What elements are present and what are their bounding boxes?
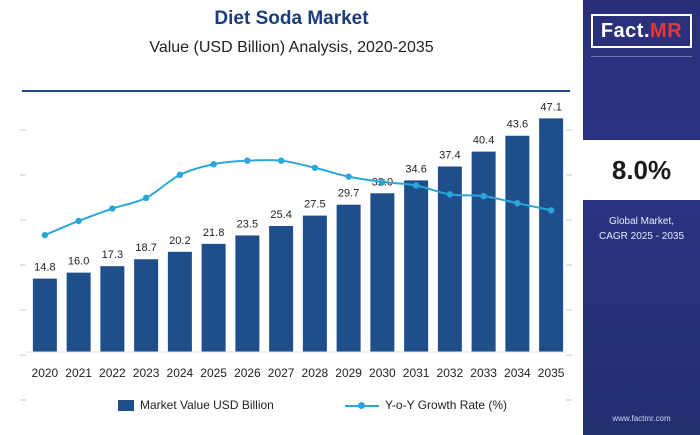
bar-2033 <box>471 151 496 352</box>
x-label-2025: 2025 <box>200 366 227 380</box>
x-label-2023: 2023 <box>133 366 160 380</box>
x-label-2026: 2026 <box>234 366 261 380</box>
bar-2022 <box>100 266 125 352</box>
growth-line-series <box>41 157 555 239</box>
growth-point-2023 <box>142 194 150 202</box>
growth-point-2031 <box>412 182 420 189</box>
growth-point-2026 <box>244 157 251 164</box>
x-label-2033: 2033 <box>470 366 497 380</box>
legend-item-growth-rate: Y-o-Y Growth Rate (%) <box>345 398 507 412</box>
chart-canvas: 14.8 16.0 17.3 18.7 20.2 21.8 23.5 25.4 27.5 29.7… <box>20 101 572 401</box>
growth-point-2027 <box>277 157 285 164</box>
legend-line-label: Y-o-Y Growth Rate (%) <box>385 398 508 412</box>
left-axis-ticks <box>20 129 26 401</box>
bar-value-label-2026: 23.5 <box>237 218 258 230</box>
bar-value-label-2032: 37.4 <box>439 149 460 161</box>
bar-value-label-2028: 27.5 <box>304 199 325 211</box>
x-label-2020: 2020 <box>32 366 59 380</box>
x-label-2034: 2034 <box>504 366 531 380</box>
cagr-label-line1: Global Market, <box>608 216 675 227</box>
bar-value-label-2021: 16.0 <box>68 256 89 268</box>
legend-item-market-value: Market Value USD Billion <box>118 398 274 412</box>
legend-bar-label: Market Value USD Billion <box>140 398 274 412</box>
x-label-2029: 2029 <box>335 366 362 380</box>
bar-value-label-2020: 14.8 <box>34 262 55 274</box>
legend-bar-swatch <box>118 399 134 411</box>
bar-2027 <box>269 226 294 352</box>
bar-value-label-2024: 20.2 <box>169 235 190 247</box>
bar-2028 <box>302 215 327 352</box>
bar-2021 <box>66 272 91 352</box>
bar-value-label-2035: 47.1 <box>540 101 561 113</box>
growth-point-2032 <box>446 191 454 198</box>
bar-value-label-2029: 29.7 <box>338 188 359 200</box>
cagr-label-line2: CAGR 2025 - 2035 <box>598 231 685 242</box>
legend-line-swatch <box>345 400 379 411</box>
x-axis-labels: 2020 2021 2022 2023 2024 2025 2026 2027 2028 2029… <box>26 351 566 380</box>
growth-point-2024 <box>176 171 184 179</box>
sidebar-panel: Fact. MR 8.0% Global Market, CAGR 2025 - … <box>583 0 700 435</box>
x-label-2024: 2024 <box>167 366 194 380</box>
bar-2031 <box>404 180 429 352</box>
cagr-label: Global Market, CAGR 2025 - 2035 <box>583 214 700 244</box>
logo-main-text: Fact. <box>600 19 651 42</box>
bar-2035 <box>539 118 564 352</box>
growth-line-path <box>44 159 552 237</box>
growth-point-2035 <box>547 207 555 214</box>
x-label-2021: 2021 <box>65 366 92 380</box>
bar-value-label-2033: 40.4 <box>473 135 494 147</box>
x-label-2032: 2032 <box>437 366 464 380</box>
bar-2024 <box>167 251 192 352</box>
bar-2026 <box>235 235 260 352</box>
bar-2025 <box>201 243 226 352</box>
x-label-2030: 2030 <box>369 366 396 380</box>
growth-point-2020 <box>41 231 49 239</box>
growth-point-2022 <box>109 205 116 212</box>
bar-value-label-2025: 21.8 <box>203 227 224 239</box>
growth-point-2033 <box>480 192 487 200</box>
growth-point-2034 <box>514 200 521 207</box>
logo-accent-text: MR <box>650 19 683 42</box>
growth-point-2028 <box>311 164 319 171</box>
x-label-2035: 2035 <box>538 366 565 380</box>
cagr-value-box: 8.0% <box>583 140 700 200</box>
right-axis-ticks <box>566 129 572 401</box>
growth-point-2025 <box>210 161 217 168</box>
bar-value-labels: 14.8 16.0 17.3 18.7 20.2 21.8 23.5 25.4 27.5 29.7… <box>34 101 562 273</box>
chart-title: Diet Soda Market <box>214 8 369 29</box>
bar-2034 <box>505 135 530 352</box>
legend: Market Value USD Billion Y-o-Y Growth Ra… <box>0 398 583 416</box>
chart-subtitle: Value (USD Billion) Analysis, 2020-2035 <box>149 39 434 56</box>
bar-2020 <box>32 278 57 352</box>
bar-value-label-2031: 34.6 <box>405 163 426 175</box>
bar-value-label-2022: 17.3 <box>102 249 123 261</box>
title-divider <box>22 90 570 92</box>
x-label-2027: 2027 <box>268 366 295 380</box>
growth-point-2029 <box>345 173 352 180</box>
growth-point-2021 <box>75 217 82 225</box>
bar-value-label-2027: 25.4 <box>270 209 291 221</box>
x-label-2028: 2028 <box>302 366 329 380</box>
website-text: www.factmr.com <box>612 414 671 423</box>
bar-2023 <box>134 259 159 352</box>
bar-2030 <box>370 193 395 352</box>
factmr-logo: Fact. MR <box>591 14 692 48</box>
x-label-2022: 2022 <box>99 366 126 380</box>
cagr-value: 8.0% <box>611 154 672 185</box>
bar-value-label-2023: 18.7 <box>135 242 156 254</box>
bar-series <box>32 118 564 352</box>
bar-2029 <box>336 204 361 352</box>
bar-value-label-2034: 43.6 <box>507 119 528 131</box>
growth-point-2030 <box>379 178 386 186</box>
logo-underline <box>591 56 692 57</box>
x-label-2031: 2031 <box>403 366 430 380</box>
